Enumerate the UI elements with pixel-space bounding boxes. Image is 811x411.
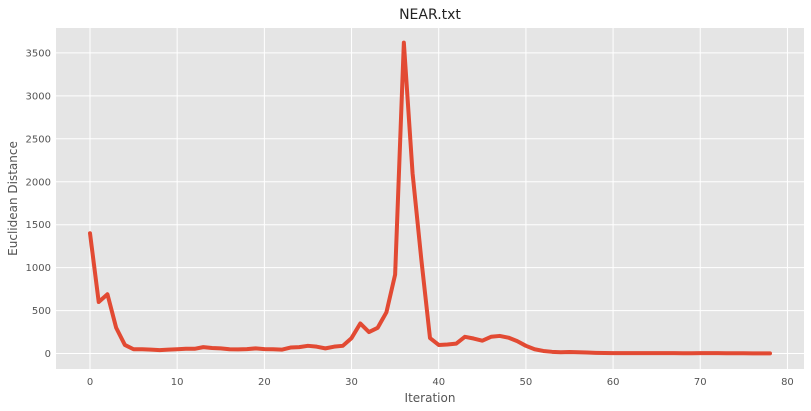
x-tick-label: 10 (171, 377, 184, 388)
x-tick-label: 60 (607, 377, 620, 388)
y-tick-label: 0 (45, 349, 51, 360)
x-axis-label: Iteration (405, 391, 456, 405)
series-line (88, 40, 772, 356)
x-tick-label: 50 (520, 377, 533, 388)
y-tick-label: 3500 (26, 48, 51, 59)
y-tick-label: 500 (32, 306, 51, 317)
plot-area (56, 28, 804, 369)
x-tick-label: 0 (87, 377, 93, 388)
x-axis-ticks: 0 10 20 30 40 50 60 70 80 (87, 377, 794, 388)
x-tick-label: 70 (694, 377, 707, 388)
y-axis-label: Euclidean Distance (6, 141, 20, 256)
y-tick-label: 1000 (26, 263, 51, 274)
y-tick-label: 2000 (26, 177, 51, 188)
x-tick-label: 80 (781, 377, 794, 388)
x-tick-label: 30 (345, 377, 358, 388)
y-axis-ticks: 0 500 1000 1500 2000 2500 3000 3500 (26, 48, 51, 360)
y-tick-label: 3000 (26, 91, 51, 102)
x-tick-label: 20 (258, 377, 271, 388)
y-tick-label: 1500 (26, 220, 51, 231)
y-tick-label: 2500 (26, 134, 51, 145)
x-tick-label: 40 (432, 377, 445, 388)
chart-title: NEAR.txt (399, 7, 461, 23)
